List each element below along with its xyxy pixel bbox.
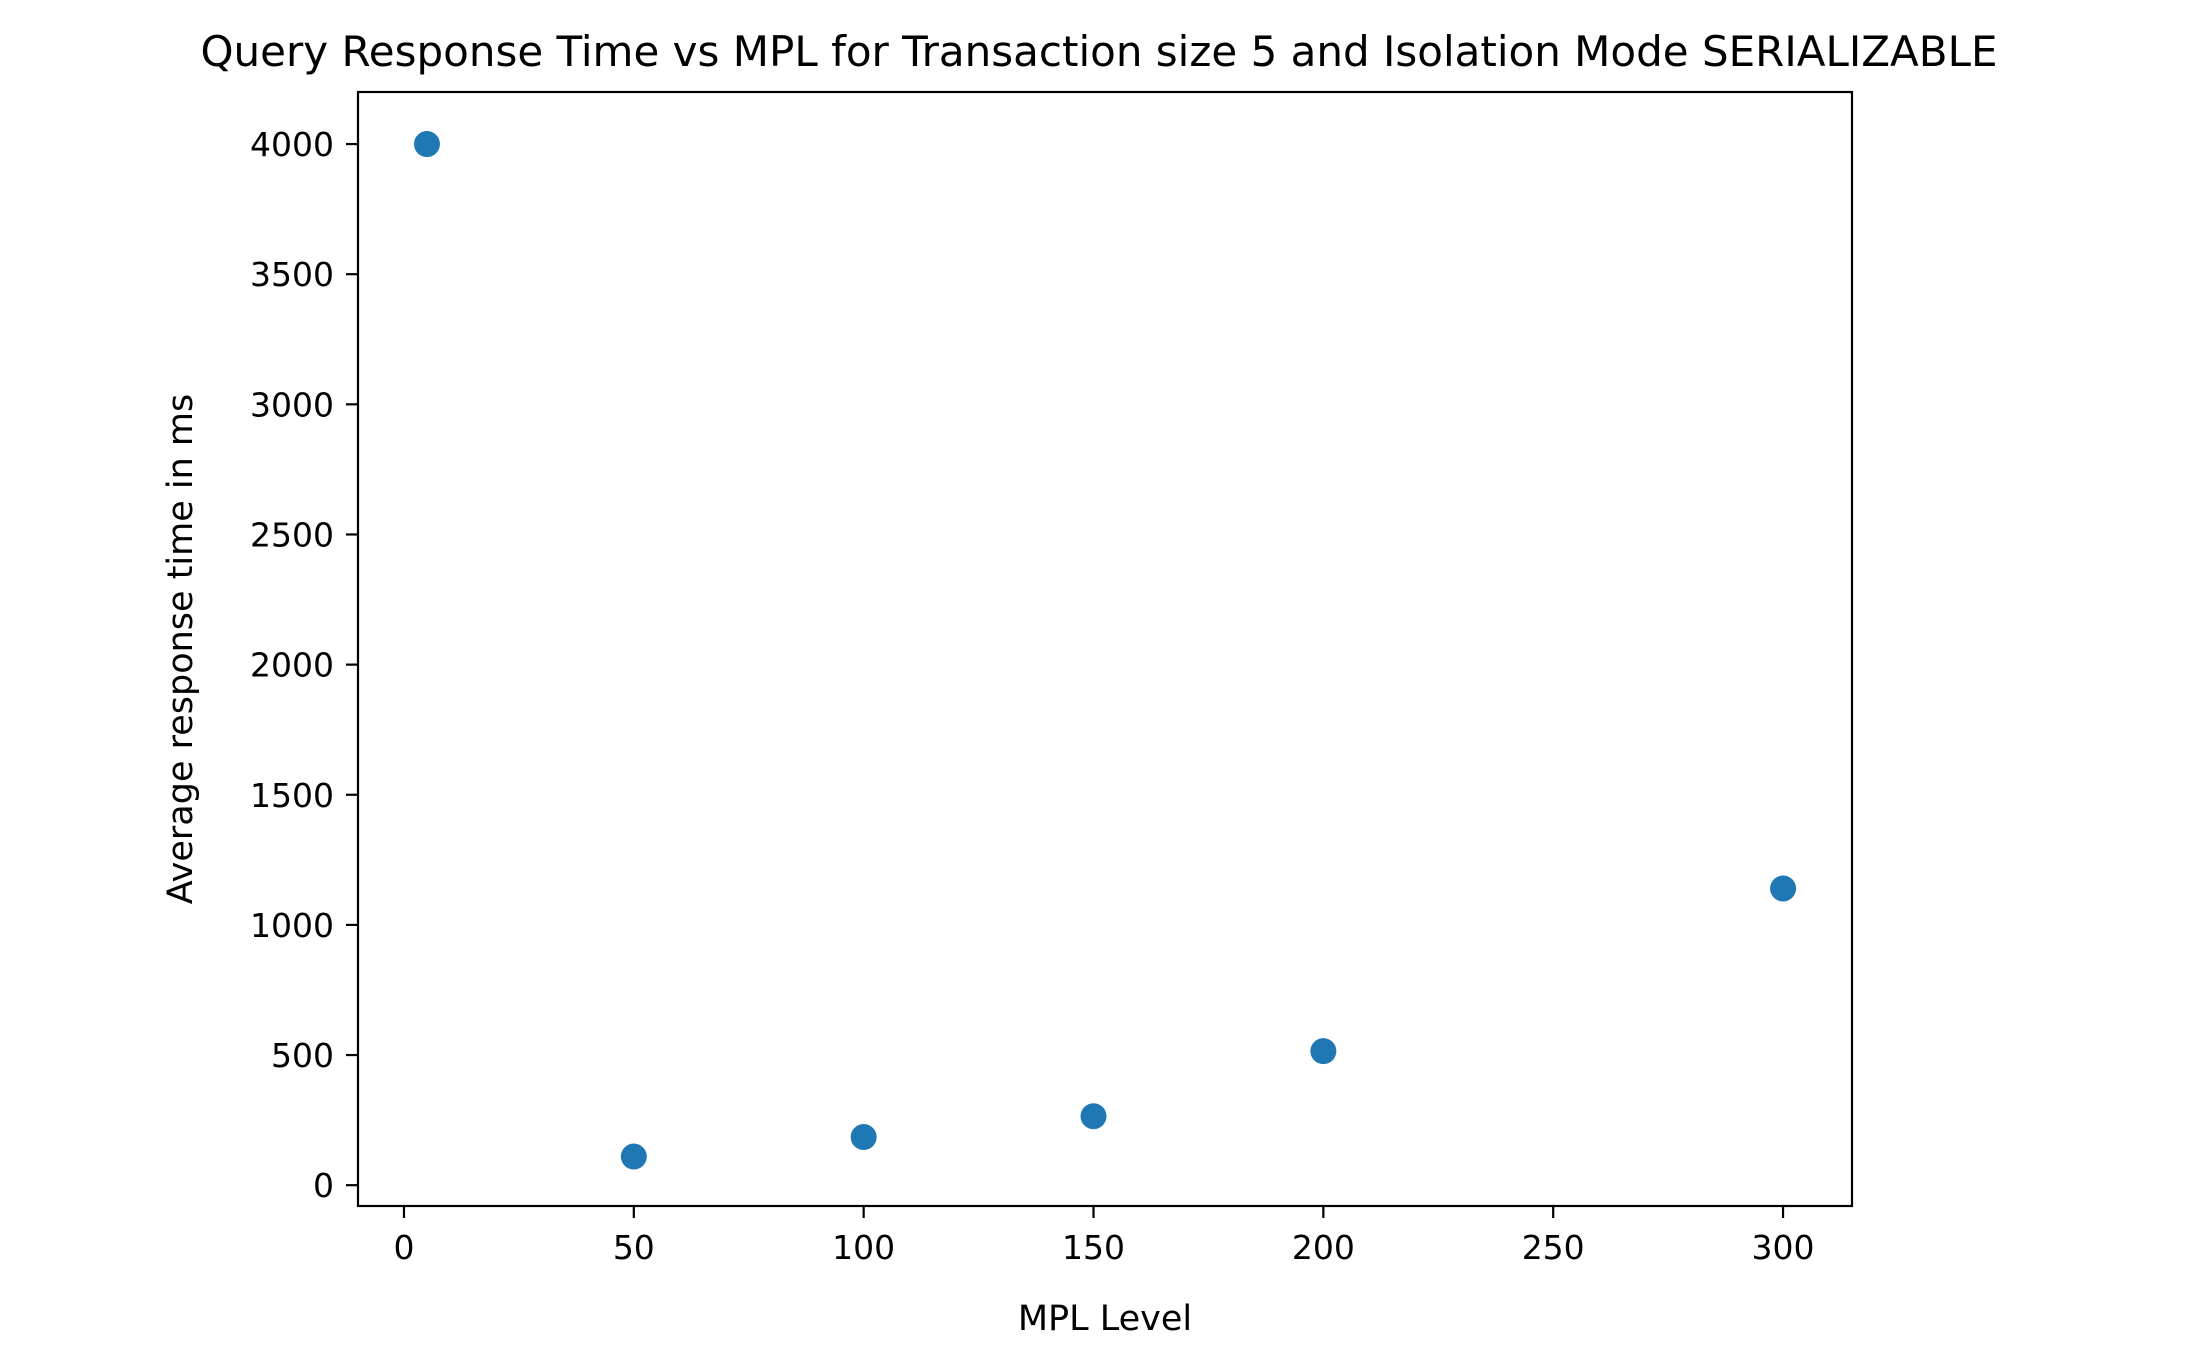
y-tick-label: 500 [271, 1036, 334, 1075]
x-tick-label: 200 [1292, 1228, 1355, 1267]
data-points [413, 131, 1797, 1170]
y-tick-label: 1000 [250, 906, 334, 945]
x-axis: 0 50 100 150 200 250 300 [393, 1206, 1815, 1267]
data-point-3 [1080, 1103, 1107, 1130]
y-axis: 0 500 1000 1500 2000 2500 3000 3500 4000 [250, 125, 358, 1205]
data-point-2 [850, 1124, 877, 1151]
x-tick-label: 150 [1062, 1228, 1125, 1267]
y-tick-label: 3000 [250, 385, 334, 424]
x-tick-label: 100 [832, 1228, 895, 1267]
x-tick-label: 300 [1752, 1228, 1815, 1267]
x-axis-label: MPL Level [1018, 1299, 1192, 1339]
data-point-0 [413, 131, 440, 158]
y-tick-label: 1500 [250, 776, 334, 815]
x-tick-label: 250 [1522, 1228, 1585, 1267]
x-tick-label: 0 [393, 1228, 414, 1267]
chart-title: Query Response Time vs MPL for Transacti… [200, 27, 1997, 76]
y-tick-label: 2500 [250, 515, 334, 554]
x-tick-label: 50 [613, 1228, 655, 1267]
data-point-5 [1770, 875, 1797, 902]
data-point-1 [620, 1143, 647, 1170]
plot-frame [356, 90, 1854, 1208]
plot-area: 0 50 100 150 200 250 300 0 500 1000 1500 2000 2500 3… [250, 90, 1854, 1267]
y-tick-label: 3500 [250, 255, 334, 294]
y-axis-label: Average response time in ms [161, 394, 201, 905]
y-tick-label: 0 [313, 1166, 334, 1205]
data-point-4 [1310, 1038, 1337, 1065]
y-tick-label: 2000 [250, 646, 334, 685]
y-tick-label: 4000 [250, 125, 334, 164]
